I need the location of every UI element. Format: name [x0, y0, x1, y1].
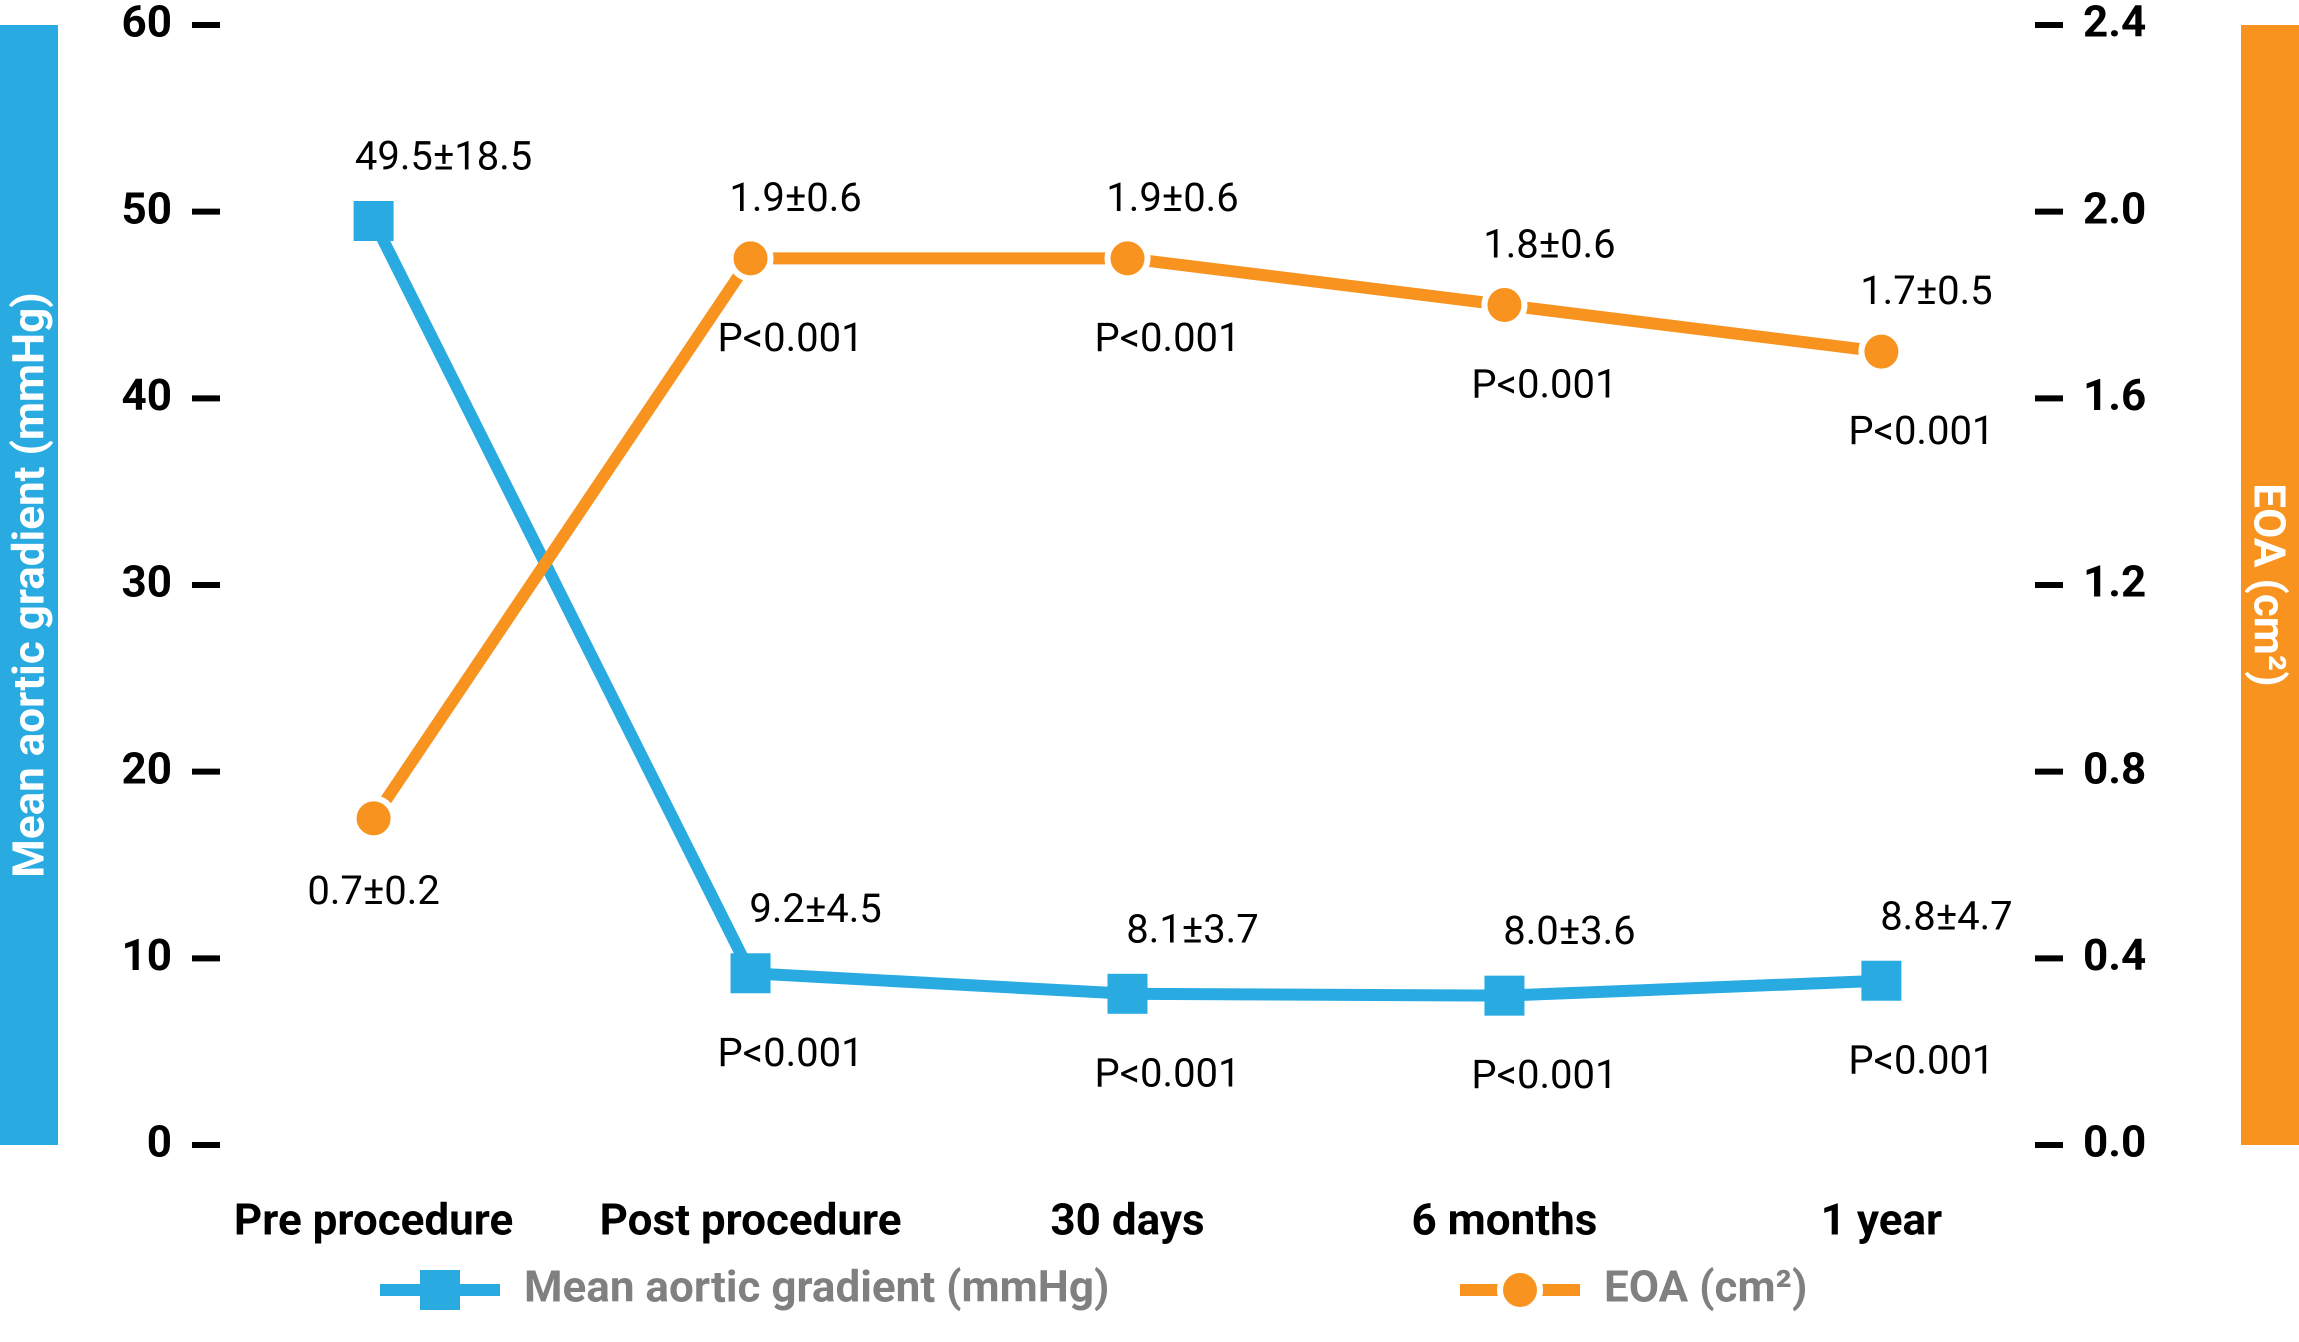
left-tick-label: 10: [122, 929, 173, 981]
gradient-value-label: 8.8±4.7: [1880, 892, 2012, 939]
x-category-label: 1 year: [1821, 1194, 1942, 1246]
eoa-series-marker: [1484, 285, 1524, 325]
gradient-series-marker: [731, 953, 771, 993]
gradient-value-label: 49.5±18.5: [355, 133, 532, 180]
eoa-value-label: 1.9±0.6: [729, 174, 861, 221]
right-tick-label: 2.4: [2083, 0, 2146, 48]
legend-label: EOA (cm²): [1604, 1261, 1807, 1313]
chart-root: Mean aortic gradient (mmHg) EOA (cm²) 0 1…: [0, 0, 2299, 1342]
x-category-label: Post procedure: [600, 1194, 902, 1246]
eoa-p-label: P<0.001: [1848, 407, 1994, 454]
gradient-p-label: P<0.001: [1094, 1049, 1240, 1096]
legend-marker: [1500, 1270, 1540, 1310]
eoa-series-marker: [354, 798, 394, 838]
legend-label: Mean aortic gradient (mmHg): [524, 1261, 1109, 1313]
gradient-series-marker: [354, 201, 394, 241]
gradient-p-label: P<0.001: [718, 1029, 864, 1076]
right-tick-label: 1.6: [2083, 369, 2146, 421]
gradient-series-marker: [1484, 976, 1524, 1016]
gradient-p-label: P<0.001: [1471, 1051, 1617, 1098]
right-tick-label: 0.8: [2083, 742, 2146, 794]
right-tick-label: 2.0: [2083, 182, 2146, 234]
right-tick-label: 0.4: [2083, 929, 2146, 981]
eoa-series-marker: [731, 238, 771, 278]
right-tick-label: 1.2: [2083, 556, 2146, 608]
eoa-series-marker: [1108, 238, 1148, 278]
gradient-series-marker: [1108, 974, 1148, 1014]
x-category-label: 30 days: [1050, 1194, 1204, 1246]
eoa-value-label: 1.9±0.6: [1106, 174, 1238, 221]
left-tick-label: 50: [122, 182, 173, 234]
eoa-p-label: P<0.001: [1094, 314, 1240, 361]
right-tick-label: 0.0: [2083, 1116, 2146, 1168]
gradient-value-label: 9.2±4.5: [749, 885, 881, 932]
gradient-p-label: P<0.001: [1848, 1036, 1994, 1083]
legend-item: EOA (cm²): [1460, 1261, 1807, 1313]
gradient-value-label: 8.1±3.7: [1126, 905, 1258, 952]
eoa-series-marker: [1861, 332, 1901, 372]
eoa-p-label: P<0.001: [1471, 361, 1617, 408]
legend-item: Mean aortic gradient (mmHg): [380, 1261, 1109, 1313]
x-category-label: Pre procedure: [234, 1194, 513, 1246]
gradient-value-label: 8.0±3.6: [1503, 907, 1635, 954]
eoa-value-label: 1.8±0.6: [1483, 221, 1615, 268]
left-tick-label: 20: [122, 742, 173, 794]
gradient-series-marker: [1861, 961, 1901, 1001]
left-tick-label: 40: [122, 369, 173, 421]
eoa-value-label: 1.7±0.5: [1860, 267, 1992, 314]
eoa-value-label: 0.7±0.2: [307, 867, 439, 914]
left-tick-label: 30: [122, 556, 173, 608]
x-category-label: 6 months: [1411, 1194, 1597, 1246]
left-tick-label: 60: [122, 0, 173, 48]
left-tick-label: 0: [147, 1116, 172, 1168]
legend-marker: [420, 1270, 460, 1310]
eoa-p-label: P<0.001: [718, 314, 864, 361]
plot-svg: 0 10 20 30 40 50 60 0.0 0.4 0.8 1.2 1.6 2.0 2.4 Pre pr…: [0, 0, 2299, 1342]
